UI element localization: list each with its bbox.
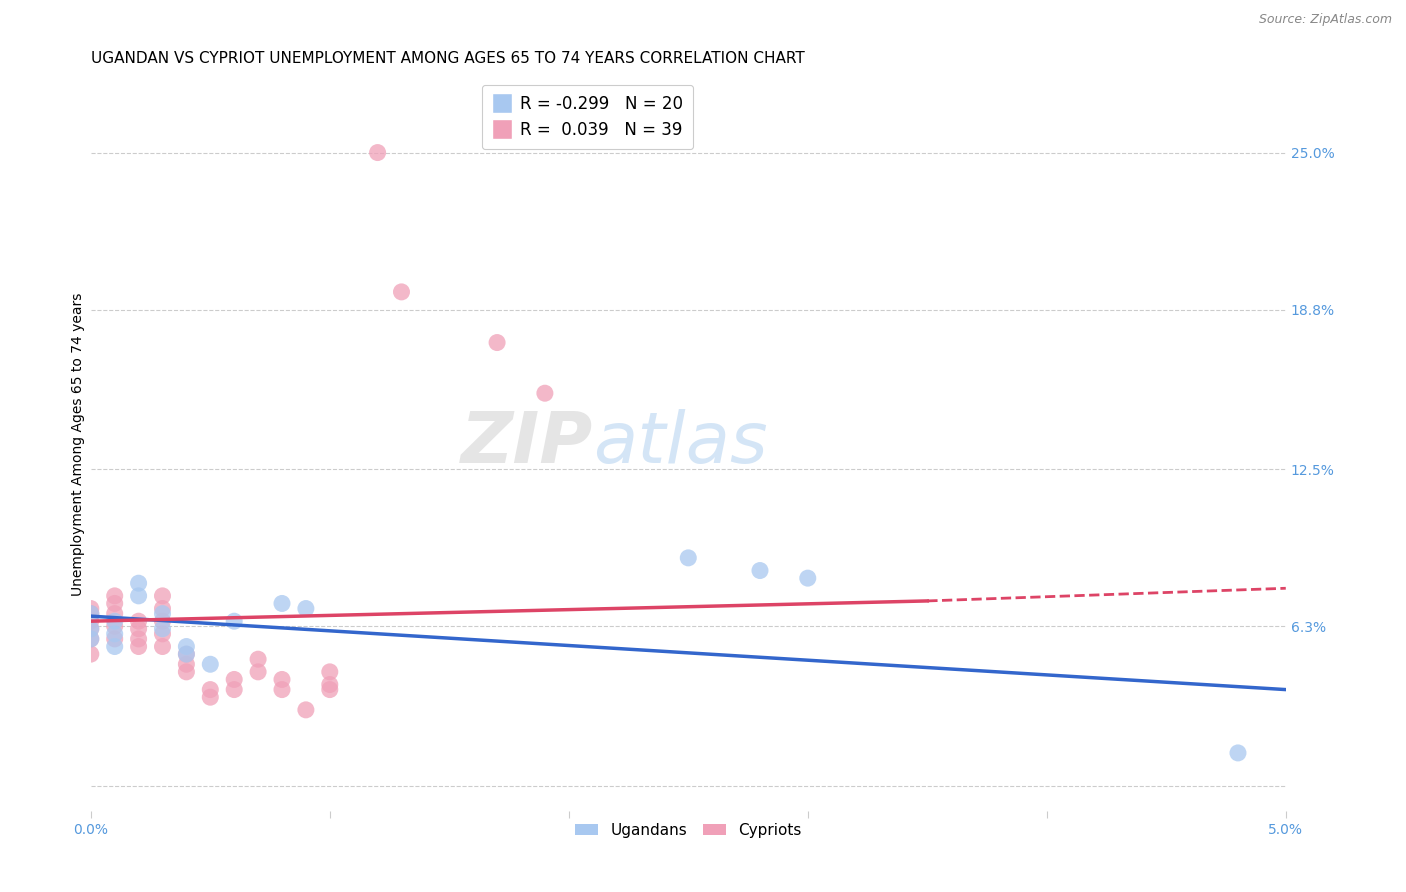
Point — [104, 607, 127, 621]
Point — [176, 657, 198, 672]
Point — [152, 614, 174, 628]
Text: Source: ZipAtlas.com: Source: ZipAtlas.com — [1258, 13, 1392, 27]
Point — [1226, 746, 1249, 760]
Text: ZIP: ZIP — [460, 409, 593, 478]
Point — [152, 589, 174, 603]
Point — [176, 665, 198, 679]
Point — [200, 682, 222, 697]
Point — [271, 673, 294, 687]
Point — [80, 632, 103, 646]
Point — [152, 622, 174, 636]
Point — [224, 673, 246, 687]
Legend: Ugandans, Cypriots: Ugandans, Cypriots — [569, 817, 807, 844]
Text: atlas: atlas — [593, 409, 768, 478]
Point — [104, 589, 127, 603]
Point — [80, 601, 103, 615]
Point — [797, 571, 820, 585]
Point — [104, 627, 127, 641]
Y-axis label: Unemployment Among Ages 65 to 74 years: Unemployment Among Ages 65 to 74 years — [72, 293, 86, 596]
Point — [749, 564, 772, 578]
Text: UGANDAN VS CYPRIOT UNEMPLOYMENT AMONG AGES 65 TO 74 YEARS CORRELATION CHART: UGANDAN VS CYPRIOT UNEMPLOYMENT AMONG AG… — [91, 51, 804, 66]
Point — [128, 589, 150, 603]
Point — [104, 597, 127, 611]
Point — [224, 682, 246, 697]
Point — [295, 703, 318, 717]
Point — [80, 647, 103, 661]
Point — [152, 607, 174, 621]
Point — [319, 682, 342, 697]
Point — [80, 607, 103, 621]
Point — [486, 335, 509, 350]
Point — [80, 622, 103, 636]
Point — [128, 632, 150, 646]
Point — [200, 657, 222, 672]
Point — [80, 614, 103, 628]
Point — [319, 665, 342, 679]
Point — [247, 665, 270, 679]
Point — [534, 386, 557, 401]
Point — [128, 576, 150, 591]
Point — [271, 597, 294, 611]
Point — [128, 622, 150, 636]
Point — [176, 647, 198, 661]
Point — [224, 614, 246, 628]
Point — [80, 622, 103, 636]
Point — [128, 614, 150, 628]
Point — [176, 640, 198, 654]
Point — [104, 640, 127, 654]
Point — [295, 601, 318, 615]
Point — [200, 690, 222, 705]
Point — [152, 627, 174, 641]
Point — [152, 640, 174, 654]
Point — [104, 632, 127, 646]
Point — [678, 550, 700, 565]
Point — [319, 677, 342, 691]
Point — [391, 285, 413, 299]
Point — [271, 682, 294, 697]
Point — [152, 601, 174, 615]
Point — [176, 647, 198, 661]
Point — [104, 614, 127, 628]
Point — [128, 640, 150, 654]
Point — [104, 619, 127, 633]
Point — [367, 145, 389, 160]
Point — [247, 652, 270, 666]
Point — [80, 632, 103, 646]
Point — [80, 607, 103, 621]
